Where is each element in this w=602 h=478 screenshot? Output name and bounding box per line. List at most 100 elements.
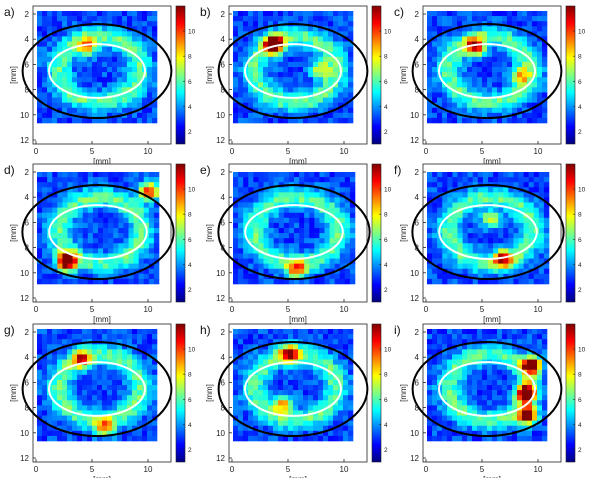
heatmap-cell: [288, 435, 294, 442]
heatmap-cell: [542, 26, 548, 32]
heatmap-cell: [308, 374, 314, 381]
heatmap-cell: [283, 405, 289, 411]
heatmap-cell: [462, 217, 468, 224]
heatmap-cell: [452, 268, 458, 275]
heatmap-cell: [268, 207, 274, 214]
heatmap-cell: [543, 238, 550, 244]
heatmap-cell: [152, 410, 158, 416]
heatmap-cell: [263, 77, 269, 83]
heatmap-cell: [447, 228, 453, 234]
heatmap-cell: [132, 21, 138, 27]
heatmap-cell: [533, 197, 540, 203]
heatmap-cell: [72, 278, 78, 285]
heatmap-cell: [318, 26, 324, 32]
heatmap-cell: [482, 207, 489, 214]
heatmap-cell: [273, 26, 279, 32]
heatmap-cell: [67, 395, 73, 401]
heatmap-cell: [482, 102, 488, 109]
heatmap-cell: [87, 117, 93, 124]
heatmap-cell: [87, 349, 93, 355]
heatmap-cell: [437, 415, 443, 421]
heatmap-cell: [152, 390, 158, 396]
heatmap-cell: [273, 349, 279, 355]
heatmap-cell: [308, 46, 314, 53]
heatmap-cell: [502, 415, 508, 421]
heatmap-cell: [278, 395, 284, 401]
heatmap-cell: [143, 263, 150, 270]
heatmap-cell: [472, 233, 479, 239]
heatmap-cell: [482, 51, 488, 58]
heatmap-cell: [233, 420, 239, 427]
heatmap-cell: [527, 77, 533, 83]
heatmap-cell: [303, 329, 309, 335]
heatmap-cell: [298, 56, 304, 63]
heatmap-cell: [517, 117, 523, 124]
heatmap-cell: [273, 77, 279, 83]
heatmap-cell: [147, 415, 153, 421]
heatmap-cell: [349, 268, 356, 275]
heatmap-cell: [467, 197, 474, 203]
heatmap-cell: [128, 268, 134, 275]
heatmap-cell: [97, 82, 103, 88]
heatmap-cell: [482, 36, 488, 42]
heatmap-cell: [488, 278, 494, 285]
heatmap-cell: [288, 258, 295, 264]
outer-contour: [217, 183, 371, 281]
heatmap-cell: [57, 92, 63, 98]
heatmap-cell: [309, 243, 315, 249]
heatmap-cell: [339, 243, 346, 249]
heatmap-cell: [138, 253, 145, 259]
heatmap-cell: [87, 238, 94, 244]
heatmap-cell: [82, 379, 88, 386]
heatmap-cell: [432, 334, 438, 340]
heatmap-cell: [299, 258, 305, 264]
colorbar: [565, 163, 576, 303]
heatmap-cell: [497, 405, 503, 411]
heatmap-cell: [293, 354, 299, 360]
heatmap-cell: [452, 253, 458, 259]
heatmap-cell: [42, 395, 48, 401]
heatmap-cell: [137, 67, 143, 73]
heatmap-cell: [293, 31, 299, 37]
heatmap-cell: [472, 263, 479, 270]
heatmap-cell: [508, 187, 514, 193]
heatmap-cell: [457, 420, 463, 427]
heatmap-cell: [462, 46, 468, 53]
heatmap-cell: [432, 222, 438, 229]
heatmap-cell: [103, 228, 109, 234]
heatmap-cell: [293, 415, 299, 421]
heatmap-cell: [82, 217, 89, 224]
colorbar-tick-label: 2: [578, 129, 582, 136]
heatmap-cell: [343, 26, 349, 32]
heatmap-cell: [107, 16, 113, 22]
heatmap-cell: [447, 354, 453, 360]
heatmap-cell: [147, 112, 153, 119]
heatmap-cell: [452, 67, 458, 73]
heatmap-cell: [233, 233, 239, 239]
heatmap-cell: [258, 430, 264, 437]
heatmap-cell: [472, 112, 478, 119]
heatmap-cell: [517, 354, 523, 360]
heatmap-cell: [323, 92, 329, 98]
heatmap-cell: [52, 435, 58, 442]
heatmap-cell: [248, 41, 254, 47]
heatmap-cell: [142, 334, 148, 340]
heatmap-cell: [334, 207, 341, 214]
heatmap-cell: [72, 107, 78, 114]
heatmap-cell: [442, 228, 448, 234]
heatmap-cell: [447, 177, 453, 183]
heatmap-cell: [62, 92, 68, 98]
heatmap-cell: [432, 425, 438, 432]
heatmap-cell: [52, 390, 58, 396]
heatmap-cell: [72, 238, 78, 244]
heatmap-cell: [37, 82, 43, 88]
heatmap-cell: [258, 400, 264, 406]
heatmap-cell: [248, 112, 254, 119]
heatmap-cell: [253, 344, 259, 350]
heatmap-cell: [283, 385, 289, 391]
heatmap-cell: [442, 72, 448, 78]
heatmap-cell: [503, 243, 509, 249]
heatmap-cell: [462, 374, 468, 381]
heatmap-cell: [462, 102, 468, 109]
